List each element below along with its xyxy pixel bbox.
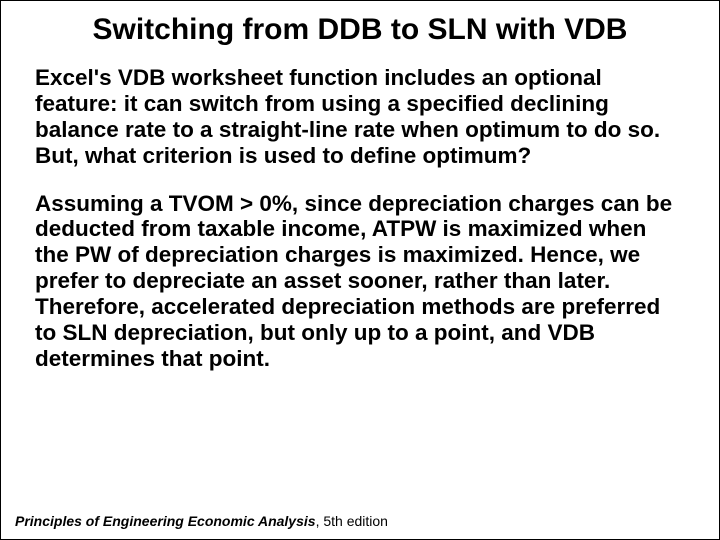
slide-title: Switching from DDB to SLN with VDB bbox=[29, 13, 691, 47]
footer-book-title: Principles of Engineering Economic Analy… bbox=[15, 513, 316, 529]
footer-edition: , 5th edition bbox=[316, 513, 388, 529]
paragraph-2: Assuming a TVOM > 0%, since depreciation… bbox=[29, 191, 691, 372]
paragraph-1: Excel's VDB worksheet function includes … bbox=[29, 65, 691, 169]
slide-container: Switching from DDB to SLN with VDB Excel… bbox=[1, 1, 719, 539]
slide-footer: Principles of Engineering Economic Analy… bbox=[15, 513, 388, 529]
